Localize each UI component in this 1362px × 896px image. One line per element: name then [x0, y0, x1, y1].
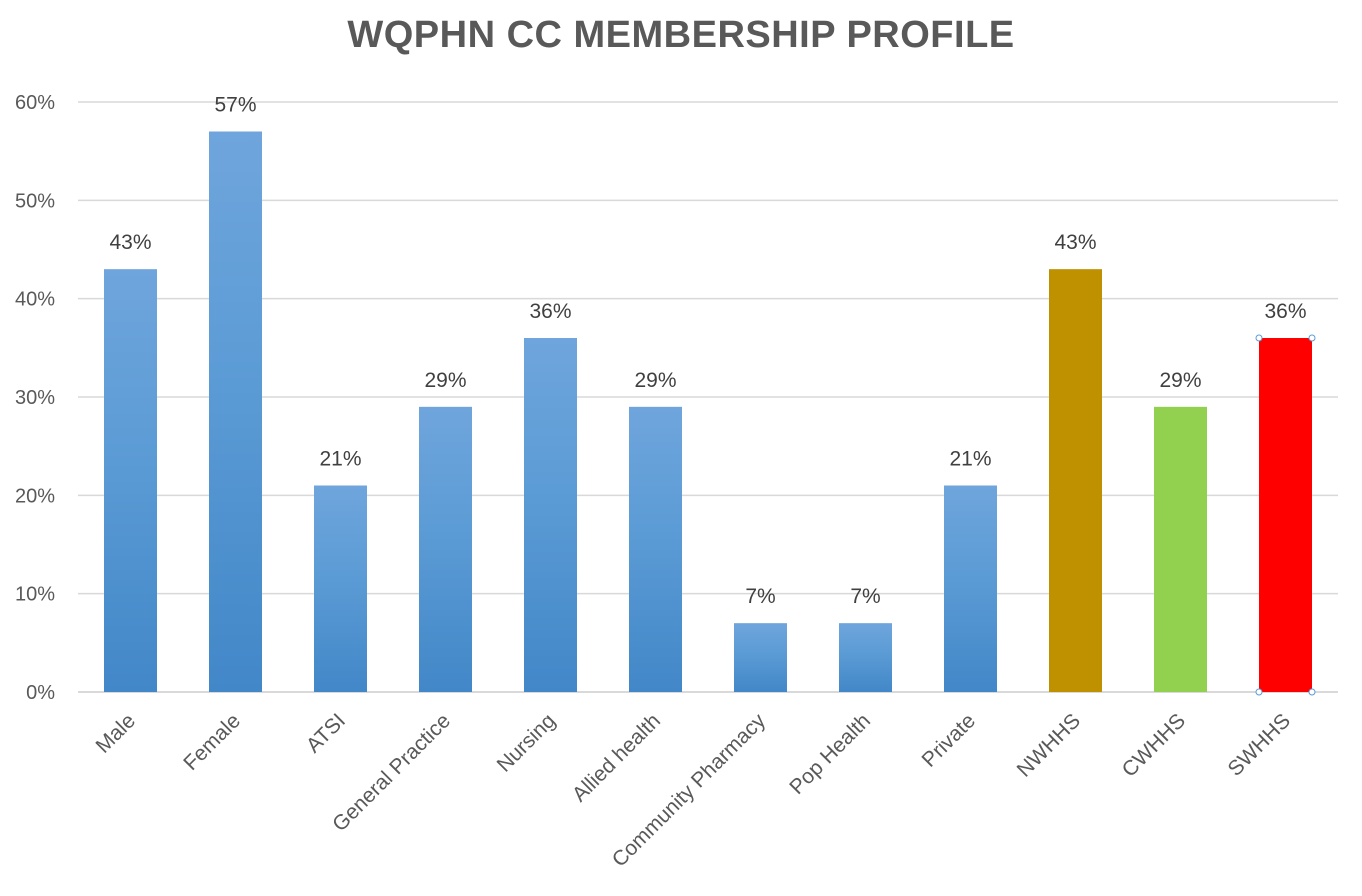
chart-title: WQPHN CC MEMBERSHIP PROFILE	[347, 14, 1015, 56]
data-label: 36%	[529, 300, 571, 323]
bar	[839, 623, 892, 692]
selection-handle[interactable]	[1255, 334, 1263, 342]
bar	[944, 485, 997, 692]
y-tick-label: 0%	[26, 682, 55, 704]
x-tick-label: Private	[918, 709, 980, 771]
data-labels: 43% 57% 21% 29% 36% 29% 7% 7% 21% 43% 29% 36%	[109, 94, 1306, 609]
x-tick-label: CWHHS	[1118, 709, 1190, 781]
y-axis-ticks: 0% 10% 20% 30% 40% 50% 60%	[15, 92, 55, 704]
selection-handle[interactable]	[1308, 334, 1316, 342]
bar	[1049, 269, 1102, 692]
y-tick-label: 10%	[15, 584, 55, 606]
bar	[104, 269, 157, 692]
y-tick-label: 30%	[15, 387, 55, 409]
bar	[1154, 406, 1207, 692]
x-tick-label: Female	[179, 709, 245, 775]
data-label: 7%	[850, 585, 880, 608]
y-tick-label: 40%	[15, 289, 55, 311]
x-tick-label: ATSI	[302, 709, 350, 757]
data-label: 21%	[319, 448, 361, 471]
y-tick-label: 50%	[15, 190, 55, 212]
bar	[734, 623, 787, 692]
bar	[629, 406, 682, 692]
data-label: 7%	[745, 585, 775, 608]
bar	[314, 485, 367, 692]
data-label: 43%	[109, 231, 151, 254]
x-tick-label: NWHHS	[1013, 709, 1085, 781]
x-tick-label: SWHHS	[1223, 709, 1295, 781]
selection-handle[interactable]	[1308, 688, 1316, 696]
bar	[1259, 338, 1312, 692]
data-label: 29%	[634, 369, 676, 392]
data-label: 43%	[1054, 231, 1096, 254]
bars	[104, 131, 1316, 696]
data-label: 29%	[424, 369, 466, 392]
x-tick-label: Male	[92, 709, 140, 757]
x-tick-label: Allied health	[568, 709, 665, 806]
y-tick-label: 20%	[15, 485, 55, 507]
x-tick-label: Pop Health	[785, 709, 875, 799]
y-tick-label: 60%	[15, 92, 55, 114]
data-label: 21%	[949, 448, 991, 471]
data-label: 29%	[1159, 369, 1201, 392]
data-label: 57%	[214, 94, 256, 117]
gridlines	[78, 101, 1338, 693]
selection-handle[interactable]	[1255, 688, 1263, 696]
bar	[209, 131, 262, 692]
data-label: 36%	[1264, 300, 1306, 323]
x-tick-label: Nursing	[493, 709, 560, 776]
bar	[419, 406, 472, 692]
bar	[524, 338, 577, 692]
